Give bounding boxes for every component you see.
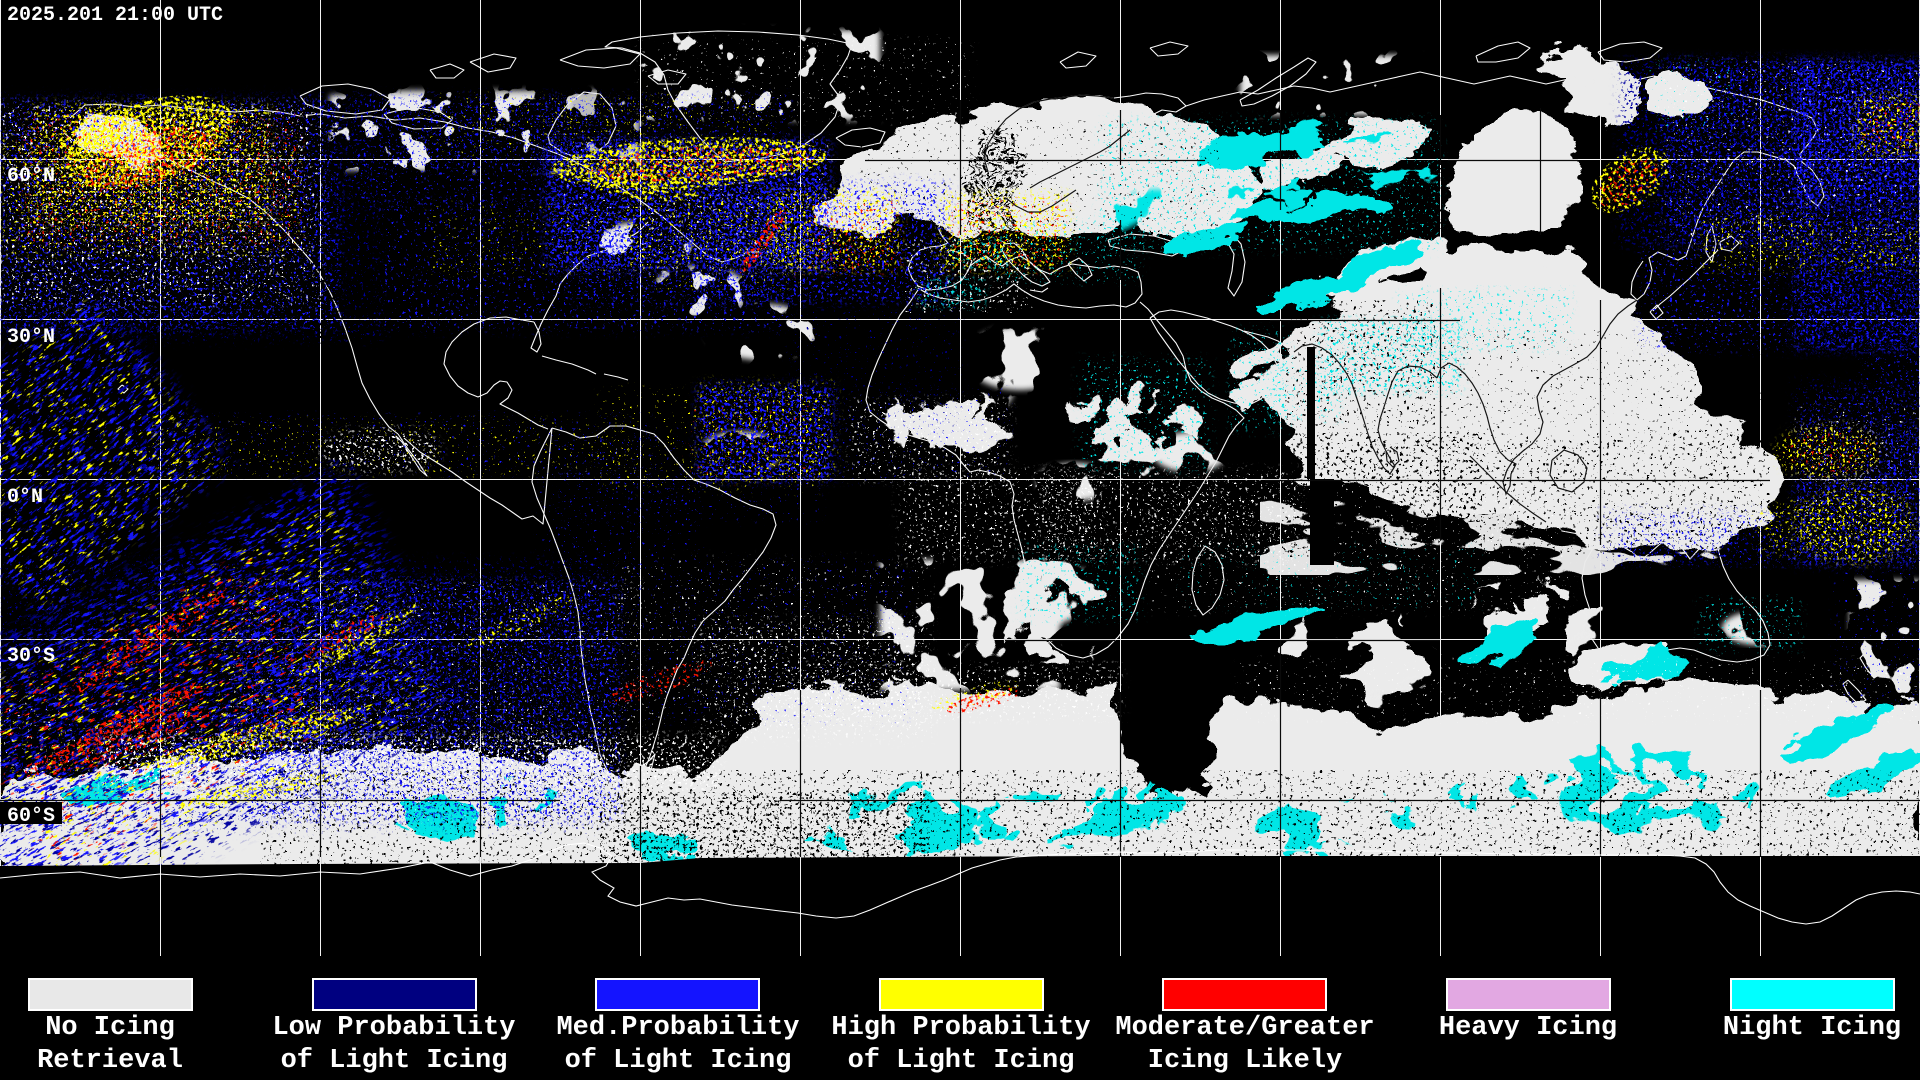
svg-text:60°S: 60°S xyxy=(7,805,55,828)
svg-text:of Light Icing: of Light Icing xyxy=(848,1046,1075,1076)
svg-text:of Light Icing: of Light Icing xyxy=(281,1046,508,1076)
svg-text:Icing Likely: Icing Likely xyxy=(1148,1046,1342,1076)
svg-text:No Icing: No Icing xyxy=(45,1013,175,1043)
svg-text:60°N: 60°N xyxy=(7,165,55,188)
svg-text:of Light Icing: of Light Icing xyxy=(565,1046,792,1076)
svg-text:Moderate/Greater: Moderate/Greater xyxy=(1115,1013,1374,1043)
svg-text:30°N: 30°N xyxy=(7,326,55,349)
svg-text:High Probability: High Probability xyxy=(831,1013,1090,1043)
svg-text:0°N: 0°N xyxy=(7,486,43,509)
svg-text:Retrieval: Retrieval xyxy=(37,1046,183,1076)
svg-text:Low Probability: Low Probability xyxy=(272,1013,515,1043)
svg-text:Heavy Icing: Heavy Icing xyxy=(1439,1013,1617,1043)
svg-text:2025.201 21:00 UTC: 2025.201 21:00 UTC xyxy=(7,4,223,27)
svg-text:Night Icing: Night Icing xyxy=(1723,1013,1901,1043)
svg-text:Med.Probability: Med.Probability xyxy=(556,1013,799,1043)
svg-text:30°S: 30°S xyxy=(7,645,55,668)
